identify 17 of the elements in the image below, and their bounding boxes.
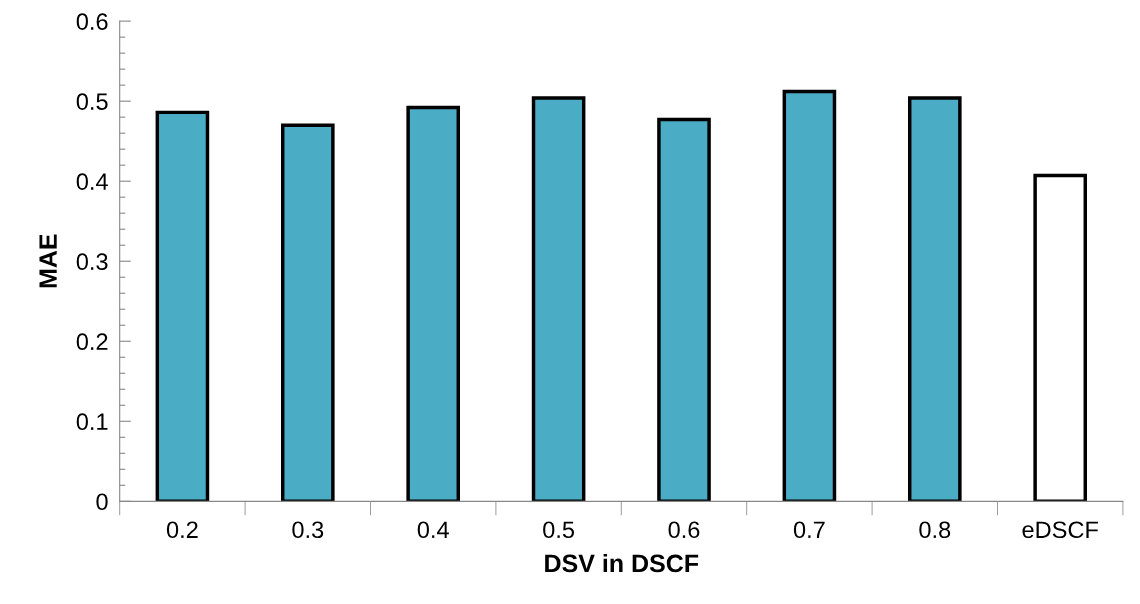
y-tick-label: 0.1 <box>76 413 108 431</box>
y-tick-label: 0 <box>96 493 108 511</box>
x-tick-label: 0.6 <box>668 521 700 539</box>
y-tick-label: 0.4 <box>76 173 108 190</box>
x-tick-label: 0.8 <box>919 521 951 539</box>
x-tick-label: 0.7 <box>793 521 825 539</box>
x-tick-label: eDSCF <box>1022 521 1098 539</box>
x-tick-label: 0.3 <box>292 521 324 539</box>
y-axis-title: MAE <box>39 234 57 288</box>
x-tick-label: 0.5 <box>543 521 575 539</box>
y-tick-label: 0.3 <box>76 253 108 271</box>
y-tick-label: 0.5 <box>76 93 108 110</box>
y-tick-label: 0.2 <box>76 333 108 351</box>
x-axis-title: DSV in DSCF <box>545 553 699 573</box>
x-tick-label: 0.2 <box>166 521 198 539</box>
x-tick-label: 0.4 <box>417 521 449 539</box>
y-tick-label: 0.6 <box>76 13 108 30</box>
